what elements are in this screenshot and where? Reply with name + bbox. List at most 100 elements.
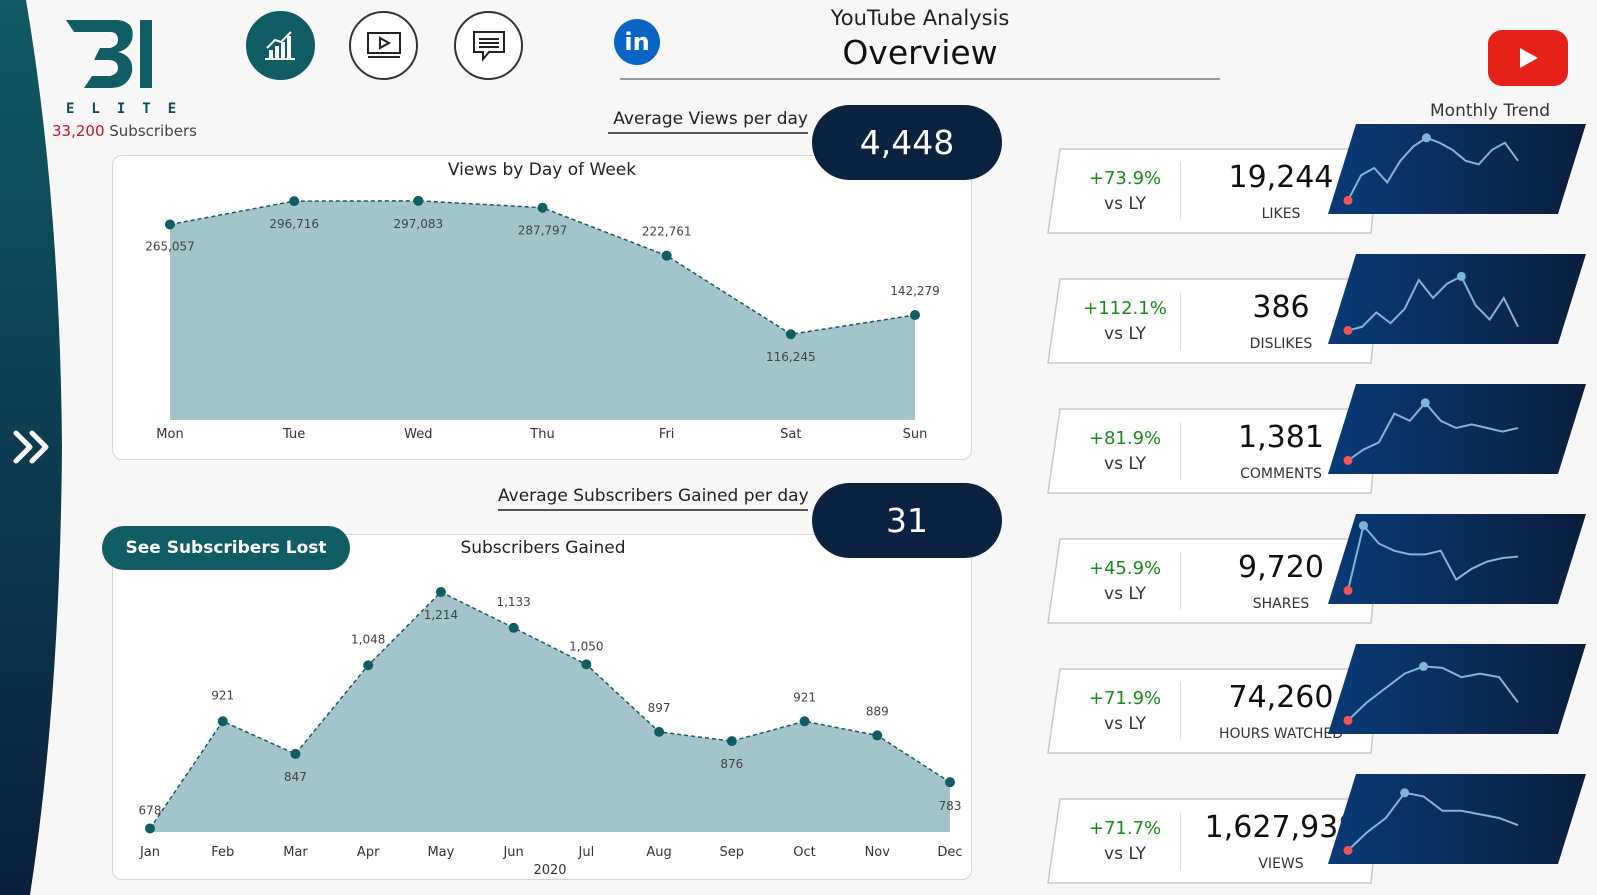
views-data-label: 297,083 — [394, 217, 444, 231]
kpi-metric-name: VIEWS — [1258, 856, 1304, 872]
views-point[interactable] — [537, 202, 548, 213]
kpi-vs-label: vs LY — [1104, 844, 1146, 864]
subs-data-label: 921 — [793, 690, 816, 704]
subs-point[interactable] — [363, 660, 374, 671]
nav-comments-button[interactable] — [454, 11, 523, 80]
kpi-vs-label: vs LY — [1104, 194, 1146, 214]
kpi-card-hours-watched: +71.9% vs LY 74,260 HOURS WATCHED — [1046, 668, 1386, 754]
subs-point[interactable] — [290, 748, 301, 759]
kpi-card-bg — [1047, 278, 1380, 364]
youtube-icon[interactable] — [1488, 30, 1568, 86]
views-point[interactable] — [661, 250, 672, 261]
avg-subs-label: Average Subscribers Gained per day — [498, 486, 809, 511]
subs-chart-title: Subscribers Gained — [460, 538, 626, 558]
subs-point[interactable] — [581, 659, 592, 670]
sparkline-bg — [1328, 254, 1586, 344]
kpi-metric-name: DISLIKES — [1249, 336, 1313, 352]
views-data-label: 265,057 — [145, 239, 195, 253]
subs-tick-label: Jun — [502, 845, 523, 860]
subs-data-label: 678 — [139, 803, 162, 817]
views-point[interactable] — [785, 329, 796, 340]
subs-data-label: 897 — [648, 701, 671, 715]
subs-data-label: 876 — [720, 757, 743, 771]
subs-point[interactable] — [435, 587, 446, 598]
views-data-label: 222,761 — [642, 225, 692, 239]
kpi-value: 386 — [1252, 290, 1310, 325]
kpi-card-bg — [1047, 668, 1380, 754]
subscriber-number: 33,200 — [52, 122, 105, 140]
kpi-card-bg — [1047, 798, 1380, 884]
see-subscribers-lost-button[interactable]: See Subscribers Lost — [102, 526, 350, 570]
page-subtitle: YouTube Analysis — [830, 6, 1010, 30]
subs-data-label: 1,048 — [351, 632, 385, 646]
expand-chevron-icon[interactable] — [10, 425, 54, 469]
avg-views-label: Average Views per day — [608, 109, 808, 134]
subs-point[interactable] — [217, 716, 228, 727]
views-point[interactable] — [165, 219, 175, 230]
kpi-card-shares: +45.9% vs LY 9,720 SHARES — [1046, 538, 1386, 624]
subs-tick-label: Dec — [937, 845, 962, 860]
sparkline-line — [1347, 791, 1519, 852]
subs-data-label: 1,214 — [424, 608, 458, 622]
views-point[interactable] — [289, 196, 300, 207]
sparkline-min-point — [1343, 585, 1353, 595]
subs-data-label: 889 — [866, 704, 889, 718]
subs-data-label: 847 — [284, 770, 307, 784]
subs-x-axis-label: 2020 — [533, 863, 566, 878]
subs-point[interactable] — [945, 777, 955, 788]
avg-views-value: 4,448 — [812, 105, 1002, 180]
kpi-metric-name: LIKES — [1261, 206, 1301, 222]
kpi-vs-label: vs LY — [1104, 714, 1146, 734]
kpi-pct-change: +81.9% — [1088, 428, 1162, 449]
video-icon — [366, 31, 401, 58]
sparkline-line — [1347, 523, 1519, 591]
subs-area — [150, 592, 950, 832]
kpi-value: 74,260 — [1228, 680, 1334, 715]
subs-point[interactable] — [872, 730, 883, 741]
subs-point[interactable] — [799, 716, 810, 727]
subs-point[interactable] — [654, 726, 665, 737]
sparkline-bg — [1328, 124, 1586, 214]
kpi-card-bg — [1047, 408, 1380, 494]
sparkline-bg — [1328, 514, 1586, 604]
sparkline-bg — [1328, 644, 1586, 734]
sparkline-bg — [1328, 384, 1586, 474]
subscriber-count: 33,200 Subscribers — [52, 122, 197, 140]
sparkline-max-point — [1358, 521, 1368, 531]
kpi-divider — [1180, 162, 1181, 220]
kpi-card-comments: +81.9% vs LY 1,381 COMMENTS — [1046, 408, 1386, 494]
nav-video-button[interactable] — [349, 11, 418, 80]
monthly-trend-sparkline — [1328, 384, 1586, 474]
linkedin-icon[interactable]: in — [614, 19, 660, 65]
kpi-pct-change: +71.9% — [1088, 688, 1162, 709]
kpi-value: 1,627,938 — [1204, 810, 1358, 845]
kpi-divider — [1180, 682, 1181, 740]
subs-tick-label: Jul — [578, 845, 595, 860]
subs-point[interactable] — [726, 736, 737, 747]
sparkline-line — [1347, 136, 1519, 201]
kpi-card-dislikes: +112.1% vs LY 386 DISLIKES — [1046, 278, 1386, 364]
kpi-pct-change: +112.1% — [1083, 298, 1167, 319]
subs-tick-label: May — [427, 845, 454, 860]
kpi-divider — [1180, 552, 1181, 610]
sparkline-max-point — [1456, 271, 1466, 281]
subs-tick-label: Mar — [283, 845, 308, 860]
kpi-pct-change: +71.7% — [1088, 818, 1162, 839]
views-data-label: 116,245 — [766, 350, 816, 364]
subs-point[interactable] — [145, 823, 155, 834]
brand-name: ELITE — [66, 101, 194, 117]
kpi-pct-change: +73.9% — [1088, 168, 1162, 189]
kpi-divider — [1180, 292, 1181, 350]
subscriber-word: Subscribers — [109, 122, 197, 140]
bar-chart-icon — [264, 30, 295, 60]
kpi-metric-name: HOURS WATCHED — [1218, 726, 1344, 742]
kpi-divider — [1180, 422, 1181, 480]
views-point[interactable] — [413, 195, 424, 206]
subs-point[interactable] — [508, 622, 519, 633]
nav-analytics-button[interactable] — [246, 11, 315, 80]
sparkline-max-point — [1421, 133, 1431, 143]
subs-tick-label: Sep — [720, 845, 745, 860]
monthly-trend-label: Monthly Trend — [1430, 101, 1550, 121]
views-chart-title: Views by Day of Week — [447, 160, 637, 180]
views-point[interactable] — [910, 310, 920, 321]
